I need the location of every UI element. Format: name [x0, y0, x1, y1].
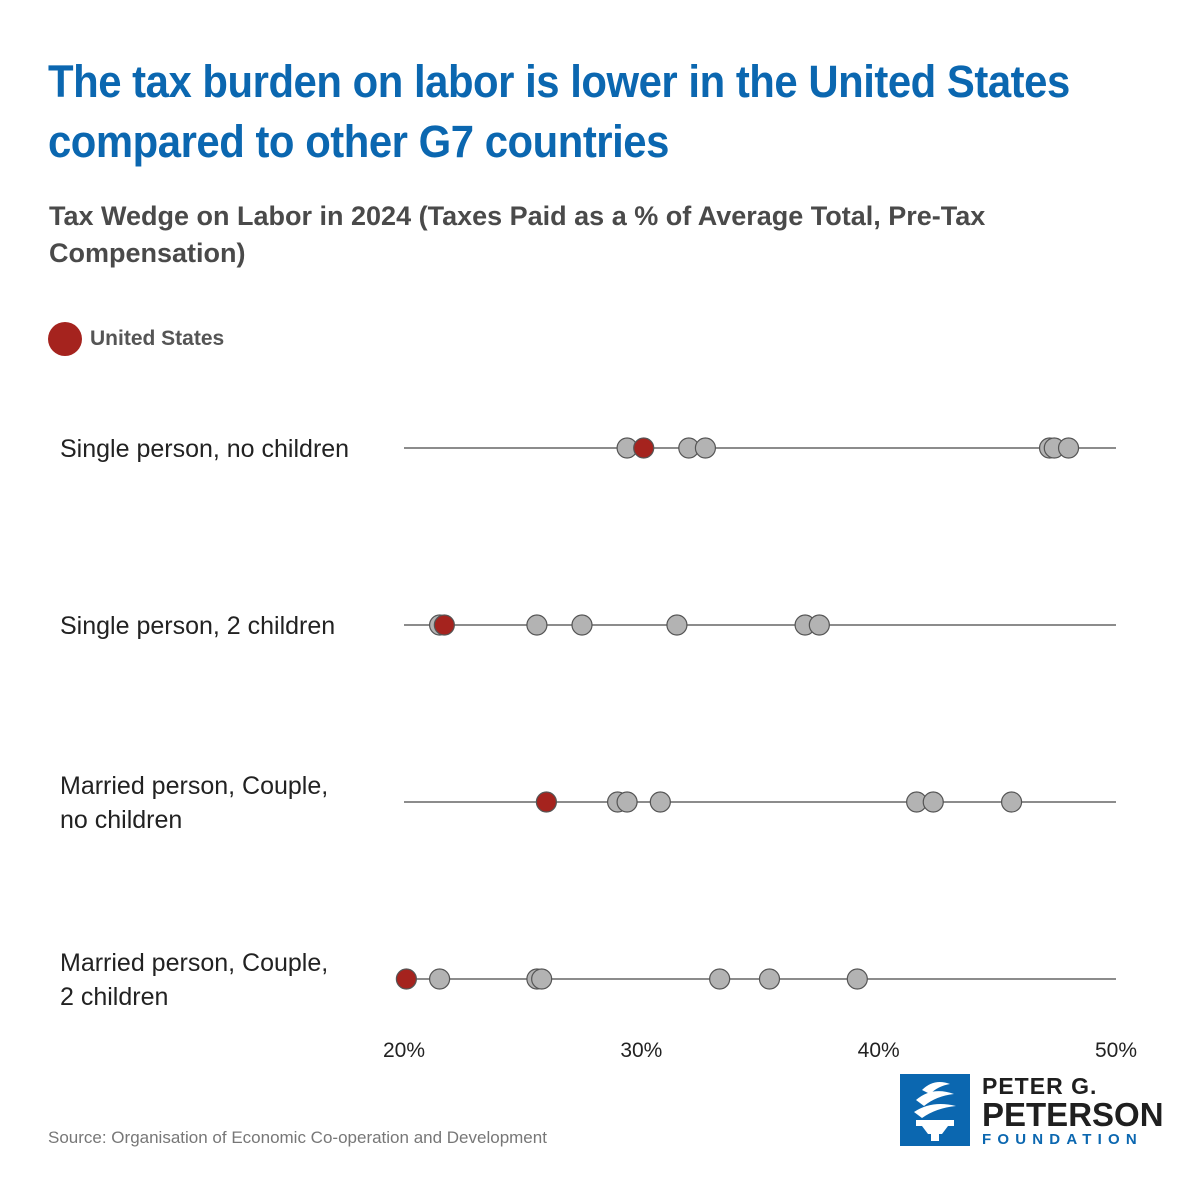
category-label-line: Married person, Couple, [60, 772, 328, 800]
g7-point-row0-2 [694, 437, 717, 459]
category-label-line: 2 children [60, 983, 168, 1011]
logo-wordmark: PETER G. PETERSON FOUNDATION [982, 1074, 1164, 1148]
source-note: Source: Organisation of Economic Co-oper… [48, 1128, 547, 1147]
category-label-2: Married person, Couple, no children [60, 772, 328, 834]
g7-point-row2-1 [616, 791, 638, 813]
us-point-row0 [633, 437, 655, 459]
g7-point-row2-2 [649, 791, 671, 813]
x-tick-label-2: 40% [858, 1039, 900, 1062]
us-point-row3 [395, 968, 417, 990]
category-label-line: Married person, Couple, [60, 949, 328, 977]
chart-subtitle: Tax Wedge on Labor in 2024 (Taxes Paid a… [49, 201, 986, 268]
g7-point-row2-4 [922, 791, 944, 813]
legend-swatch-united-states [48, 322, 82, 356]
g7-point-row0-5 [1057, 437, 1080, 459]
category-label-0: Single person, no children [60, 435, 349, 463]
g7-point-row3-0 [429, 968, 451, 990]
g7-point-row1-3 [666, 614, 688, 636]
category-label-line: Single person, no children [60, 435, 349, 463]
logo-line-peter-g: PETER G. [982, 1073, 1098, 1099]
category-label-line: no children [60, 806, 182, 834]
g7-point-row3-2 [531, 968, 553, 990]
legend-label-united-states: United States [90, 327, 225, 350]
logo-line-peterson: PETERSON [982, 1096, 1164, 1133]
g7-point-row3-5 [846, 968, 868, 990]
x-tick-label-3: 50% [1095, 1039, 1137, 1062]
g7-point-row1-1 [526, 614, 548, 636]
torch-logo-icon [900, 1074, 970, 1146]
category-label-1: Single person, 2 children [60, 612, 335, 640]
category-label-line: Single person, 2 children [60, 612, 335, 640]
g7-point-row3-3 [709, 968, 731, 990]
us-point-row2 [535, 791, 558, 813]
chart-title: The tax burden on labor is lower in the … [48, 56, 1070, 167]
g7-point-row1-5 [808, 614, 830, 636]
g7-point-row1-2 [571, 614, 593, 636]
peterson-foundation-logo: PETER G. PETERSON FOUNDATION [900, 1074, 1164, 1148]
x-tick-label-1: 30% [620, 1039, 662, 1062]
g7-point-row2-5 [1000, 791, 1023, 813]
g7-point-row3-4 [758, 968, 781, 990]
logo-line-foundation: FOUNDATION [982, 1131, 1143, 1148]
x-tick-label-0: 20% [383, 1039, 425, 1062]
category-label-3: Married person, Couple, 2 children [60, 949, 328, 1011]
us-point-row1 [433, 614, 455, 636]
legend: United States [48, 322, 224, 356]
